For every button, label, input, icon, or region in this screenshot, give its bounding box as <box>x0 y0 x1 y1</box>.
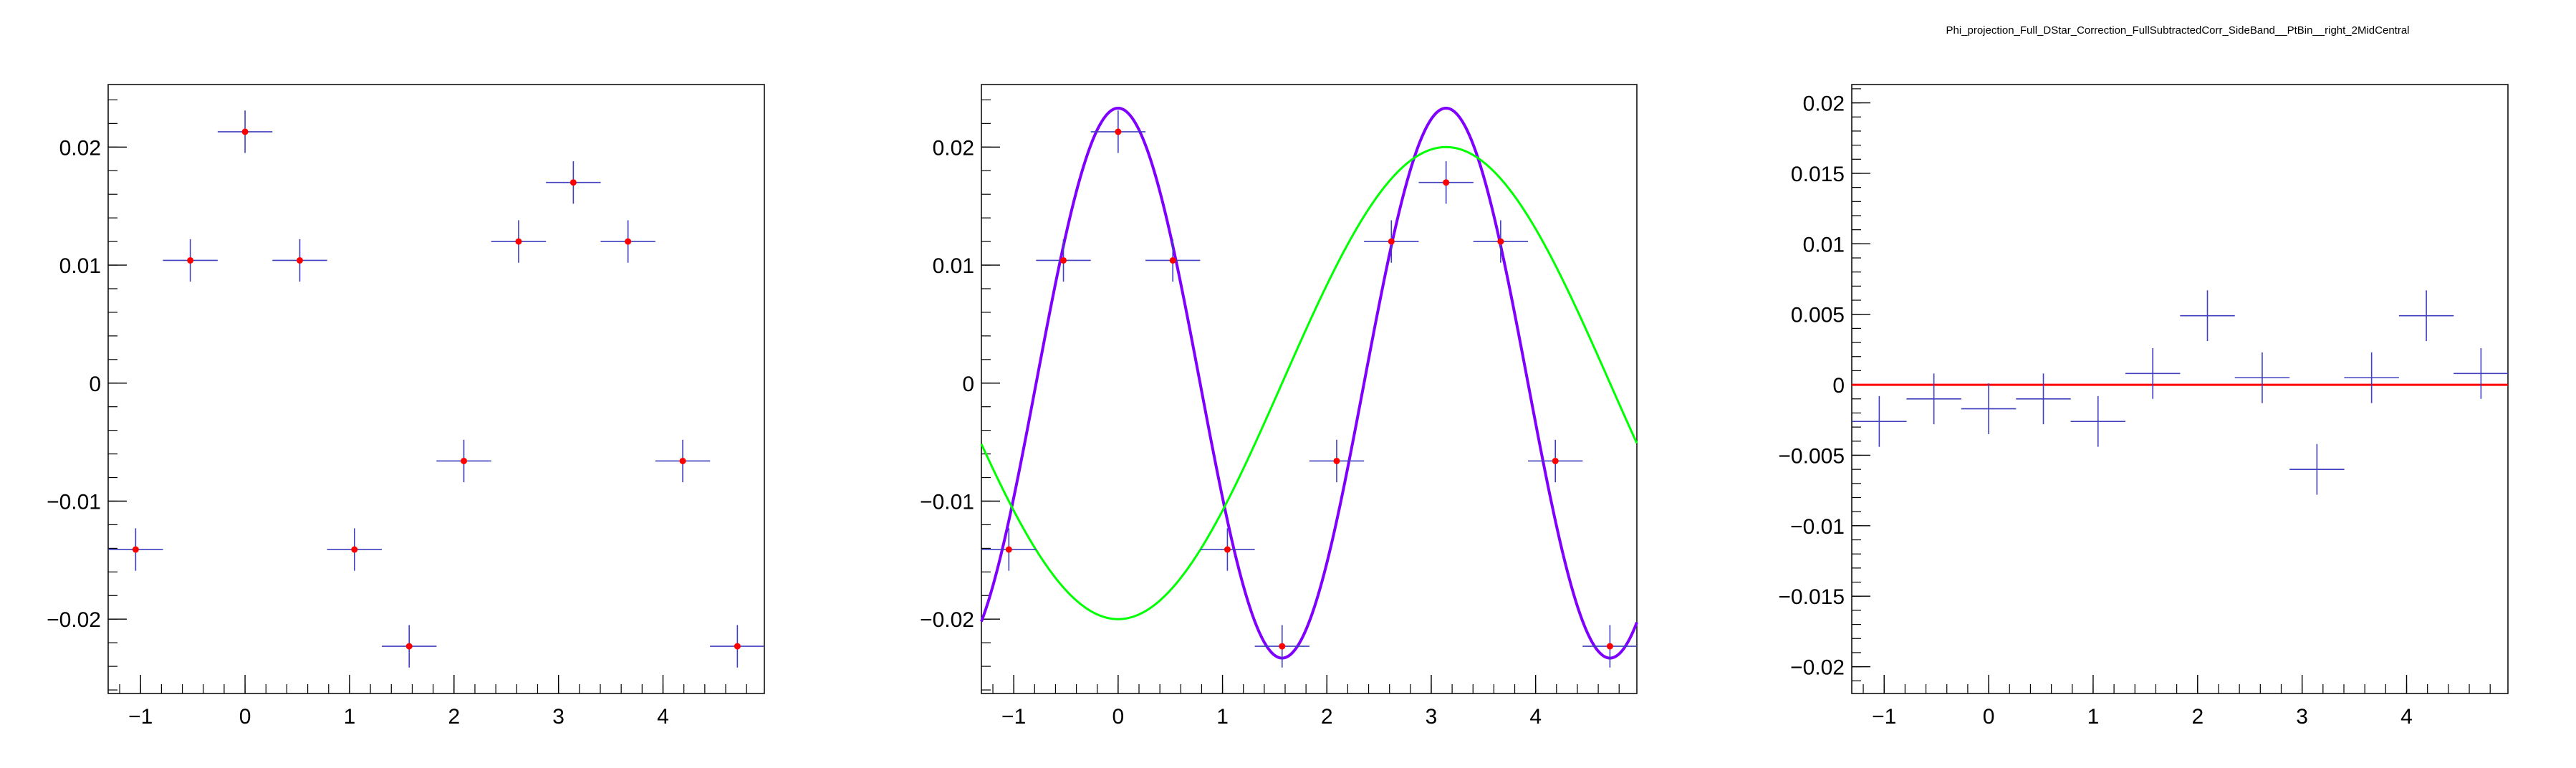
panel-1-y-tick-label: 0.02 <box>59 136 101 160</box>
panel-2-y-tick-label: 0.01 <box>933 254 974 278</box>
panel-3-x-tick-label: 2 <box>2191 705 2203 729</box>
panel-1-data-point <box>515 238 522 245</box>
panel-2-x-tick-label: 2 <box>1321 705 1333 729</box>
panel-3-y-tick-label: 0.01 <box>1803 233 1845 256</box>
panel-2-y-tick-label: 0 <box>962 373 974 396</box>
panel-1-x-tick-label: −1 <box>128 705 153 729</box>
panel-1-x-tick-label: 0 <box>239 705 251 729</box>
panel-1-data-point <box>625 238 632 245</box>
panel-3-y-tick-label: 0 <box>1832 374 1845 398</box>
panel-1-y-tick-label: −0.01 <box>47 490 101 514</box>
panel-1-data-point <box>241 128 249 135</box>
panel-2-frame <box>981 84 1638 694</box>
panel-3-y-tick-label: 0.02 <box>1803 92 1845 116</box>
panel-3-x-tick-label: 0 <box>1983 705 1995 729</box>
panel-2-data-point <box>1169 256 1176 264</box>
panel-1-data-point <box>734 643 741 650</box>
panel-3-y-tick-label: −0.015 <box>1778 585 1845 609</box>
panel-1-data-point <box>405 643 413 650</box>
panel-1-data-point <box>297 256 304 264</box>
panel-3-y-tick-label: 0.005 <box>1791 304 1845 327</box>
panel-2-data-point <box>1333 457 1340 464</box>
panel-1-data-point <box>461 457 468 464</box>
panel-2-data-point <box>1552 457 1559 464</box>
panel-3-x-tick-label: −1 <box>1872 705 1896 729</box>
panel-2-x-tick-label: 0 <box>1112 705 1125 729</box>
panel-3-y-tick-label: −0.02 <box>1790 656 1845 680</box>
panel-2-data-point <box>1497 238 1504 245</box>
panel-3-y-tick-label: −0.005 <box>1778 444 1845 468</box>
panel-1-y-tick-label: −0.02 <box>47 608 101 632</box>
panel-3-x-tick-label: 3 <box>2296 705 2308 729</box>
panel-2-data-point <box>1005 546 1012 553</box>
panel-3-x-tick-label: 1 <box>2087 705 2100 729</box>
panel-2-data-point <box>1279 643 1286 650</box>
figure-title: Phi_projection_Full_DStar_Correction_Ful… <box>1946 24 2410 37</box>
panel-2-x-tick-label: 3 <box>1426 705 1438 729</box>
panel-1-x-tick-label: 2 <box>448 705 460 729</box>
panel-1-data-point <box>351 546 358 553</box>
panel-3-frame <box>1851 84 2509 694</box>
panel-1-data-point <box>569 179 577 186</box>
panel-2-data-point <box>1060 256 1067 264</box>
panel-2-y-tick-label: −0.01 <box>920 490 974 514</box>
panel-1-x-tick-label: 4 <box>657 705 669 729</box>
panel-3-x-tick-label: 4 <box>2400 705 2413 729</box>
panel-2-data-point <box>1606 643 1613 650</box>
panel-2-data-point <box>1224 546 1231 553</box>
panel-2-data-point <box>1115 128 1122 135</box>
panel-3-y-tick-label: 0.015 <box>1791 163 1845 186</box>
panel-2-x-tick-label: −1 <box>1001 705 1026 729</box>
panel-1-x-tick-label: 1 <box>344 705 356 729</box>
panel-2-x-tick-label: 4 <box>1529 705 1542 729</box>
panel-1-data-point <box>187 256 194 264</box>
panel-1-frame <box>107 84 765 694</box>
panel-1-data-point <box>132 546 139 553</box>
panel-1-y-tick-label: 0 <box>89 373 101 396</box>
panel-2-y-tick-label: 0.02 <box>933 136 974 160</box>
panel-2-component-curve <box>980 145 1638 620</box>
panel-1-x-tick-label: 3 <box>552 705 564 729</box>
panel-2-fit-curve <box>980 106 1638 660</box>
panel-2-x-tick-label: 1 <box>1216 705 1229 729</box>
panel-2-data-point <box>1388 238 1395 245</box>
panel-2-data-point <box>1443 179 1450 186</box>
panel-1-data-point <box>679 457 686 464</box>
panel-2-y-tick-label: −0.02 <box>920 608 974 632</box>
panel-3-y-tick-label: −0.01 <box>1790 515 1845 539</box>
panel-1-y-tick-label: 0.01 <box>59 254 101 278</box>
